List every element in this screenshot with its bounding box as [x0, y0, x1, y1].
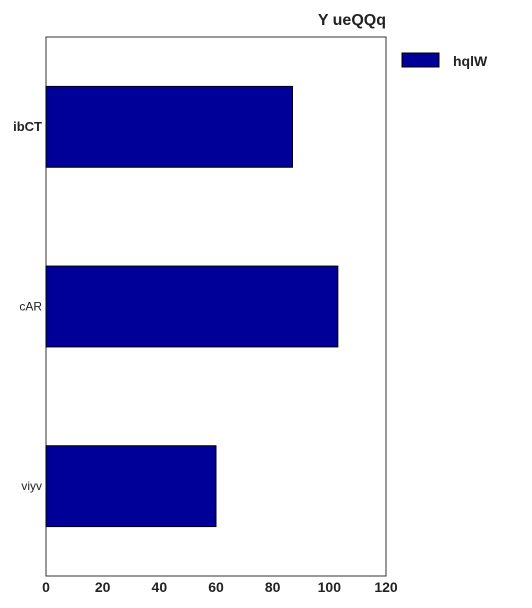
- legend: hqlW: [401, 52, 488, 69]
- x-tick-labels: 0 20 40 60 80 100 120: [42, 579, 398, 595]
- bars-group: [45, 85, 339, 528]
- x-tick-label-0: 0: [42, 579, 50, 595]
- x-tick-label-80: 80: [265, 579, 281, 595]
- chart-title: Y ueQQq: [318, 12, 386, 29]
- legend-swatch-hqlw: [401, 52, 440, 68]
- bar-viyv: [45, 445, 217, 528]
- x-tick-label-60: 60: [208, 579, 224, 595]
- legend-label-hqlw: hqlW: [453, 53, 488, 69]
- y-tick-label-ibct: ibCT: [13, 119, 42, 134]
- y-tick-label-car: cAR: [19, 300, 42, 314]
- bar-ibct: [45, 85, 293, 168]
- x-tick-label-100: 100: [318, 579, 342, 595]
- y-tick-label-viyv: viyv: [21, 479, 42, 493]
- x-tick-label-120: 120: [374, 579, 398, 595]
- bar-car: [45, 265, 339, 348]
- y-tick-labels: ibCT cAR viyv: [13, 119, 42, 493]
- x-tick-label-40: 40: [152, 579, 168, 595]
- x-tick-label-20: 20: [95, 579, 111, 595]
